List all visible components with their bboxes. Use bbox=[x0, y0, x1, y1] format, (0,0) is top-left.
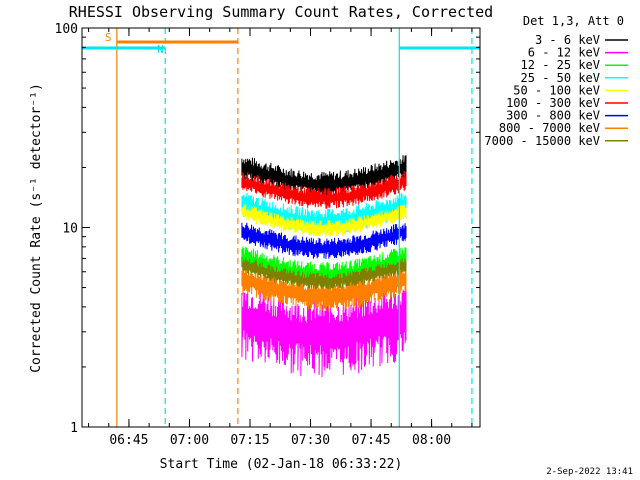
series-line bbox=[241, 256, 407, 290]
x-tick-label: 07:45 bbox=[351, 433, 390, 448]
tick-layer: 1 10 100 06:45 07:00 07:15 07:30 07:45 08:00 bbox=[55, 22, 480, 448]
flag-label: S bbox=[105, 31, 112, 44]
series-line bbox=[241, 287, 407, 378]
y-tick-label: 1 bbox=[70, 421, 78, 436]
chart-title: RHESSI Observing Summary Count Rates, Co… bbox=[69, 3, 493, 21]
series-path bbox=[241, 222, 407, 259]
series-path bbox=[241, 204, 407, 237]
legend-label: 7000 - 15000 keV bbox=[484, 134, 600, 148]
legend-label: 25 - 50 keV bbox=[521, 71, 600, 85]
series-path bbox=[241, 171, 407, 209]
x-axis-label: Start Time (02-Jan-18 06:33:22) bbox=[160, 457, 403, 472]
legend-title: Det 1,3, Att 0 bbox=[523, 14, 624, 28]
legend-label: 100 - 300 keV bbox=[506, 96, 600, 110]
footer-timestamp: 2-Sep-2022 13:41 bbox=[546, 467, 633, 477]
flag-label: N bbox=[157, 43, 164, 56]
x-tick-label: 08:00 bbox=[412, 433, 451, 448]
legend-label: 3 - 6 keV bbox=[535, 33, 600, 47]
legend-label: 800 - 7000 keV bbox=[499, 121, 600, 135]
x-tick-label: 07:30 bbox=[291, 433, 330, 448]
x-tick-label: 07:00 bbox=[170, 433, 209, 448]
x-tick-label: 06:45 bbox=[109, 433, 148, 448]
series-line bbox=[241, 204, 407, 237]
series-line bbox=[241, 171, 407, 209]
series-line bbox=[241, 192, 407, 234]
series-line bbox=[241, 222, 407, 259]
legend-label: 6 - 12 keV bbox=[528, 46, 600, 60]
y-tick-label: 100 bbox=[55, 22, 78, 37]
data-layer bbox=[241, 155, 407, 378]
legend-label: 50 - 100 keV bbox=[513, 83, 600, 97]
legend-label: 300 - 800 keV bbox=[506, 109, 600, 123]
series-line bbox=[241, 264, 407, 312]
legend-label: 12 - 25 keV bbox=[521, 58, 600, 72]
series-path bbox=[241, 256, 407, 290]
series-path bbox=[241, 192, 407, 234]
series-path bbox=[241, 264, 407, 312]
x-tick-label: 07:15 bbox=[230, 433, 269, 448]
series-path bbox=[241, 287, 407, 378]
y-axis-label: Corrected Count Rate (s⁻¹ detector⁻¹) bbox=[29, 83, 44, 373]
y-tick-label: 10 bbox=[62, 222, 78, 237]
flag-layer: SN bbox=[82, 28, 480, 427]
